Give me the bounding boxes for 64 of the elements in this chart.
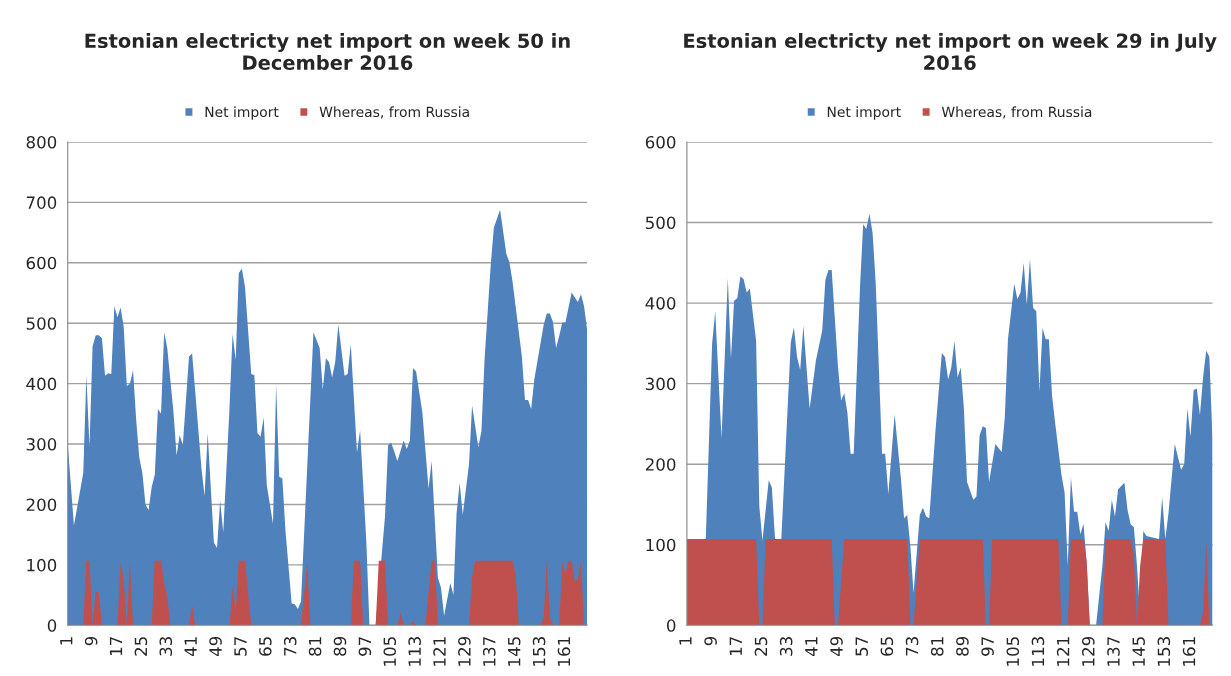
x-tick-label: 33 (779, 637, 793, 656)
x-tick-label: 105 (1006, 637, 1020, 666)
x-tick-label: 137 (482, 637, 496, 666)
x-tick-label: 153 (1157, 637, 1171, 666)
x-tick-label: 49 (209, 636, 222, 657)
x-tick-label: 97 (358, 637, 372, 656)
x-tick-label: 65 (259, 637, 272, 656)
chart-title: Estonian electricty net import on week 29 in July 2016 (684, 33, 1217, 71)
x-tick-label: 137 (1107, 637, 1120, 666)
x-tick-label: 1 (60, 637, 73, 645)
x-tick-label: 49 (830, 636, 843, 657)
x-tick-label: 25 (134, 637, 148, 656)
y-tick-label: 600 (645, 135, 676, 149)
x-tick-label: 65 (880, 637, 894, 656)
legend-label: Net import (827, 106, 901, 120)
chart-title: Estonian electricty net import on week 50 in December 2016 (85, 33, 570, 71)
x-tick-label: 81 (930, 637, 944, 656)
y-tick-label: 200 (26, 498, 57, 512)
y-tick-label: 600 (26, 256, 57, 270)
x-tick-label: 57 (855, 637, 868, 656)
x-tick-label: 145 (1132, 637, 1145, 666)
x-tick-label: 25 (754, 637, 768, 656)
x-tick-label: 57 (234, 637, 247, 656)
y-tick-label: 100 (646, 538, 676, 552)
y-tick-label: 0 (47, 619, 57, 632)
x-tick-label: 161 (1182, 637, 1196, 666)
x-tick-label: 1 (679, 637, 692, 645)
y-tick-label: 700 (26, 196, 57, 209)
x-tick-label: 89 (956, 636, 969, 656)
x-tick-label: 153 (532, 637, 546, 666)
y-tick-label: 300 (26, 438, 57, 451)
y-tick-label: 400 (26, 377, 57, 391)
x-tick-label: 81 (308, 637, 322, 656)
x-tick-label: 113 (408, 637, 421, 666)
x-tick-label: 17 (109, 637, 123, 656)
x-tick-label: 145 (508, 637, 521, 666)
x-tick-label: 41 (184, 637, 197, 657)
legend-label: Whereas, from Russia (941, 106, 1092, 119)
y-tick-label: 0 (666, 619, 676, 632)
legend-label: Whereas, from Russia (319, 106, 469, 119)
x-tick-label: 121 (1056, 637, 1070, 666)
x-tick-label: 121 (433, 637, 446, 666)
y-tick-label: 400 (645, 297, 676, 310)
x-tick-label: 161 (557, 637, 571, 666)
x-tick-label: 41 (805, 637, 818, 657)
x-tick-label: 33 (159, 637, 173, 656)
x-tick-label: 113 (1031, 637, 1045, 666)
x-tick-label: 73 (283, 637, 297, 656)
x-tick-label: 9 (84, 636, 98, 646)
x-tick-label: 89 (333, 636, 347, 656)
x-tick-label: 17 (729, 637, 742, 656)
x-tick-label: 9 (704, 636, 717, 646)
legend-label: Net import (205, 106, 279, 120)
y-tick-label: 100 (27, 558, 57, 572)
x-tick-label: 73 (905, 637, 919, 656)
y-tick-label: 200 (645, 458, 676, 471)
x-tick-label: 129 (1082, 636, 1095, 666)
y-tick-label: 300 (645, 377, 676, 391)
y-tick-label: 500 (26, 317, 57, 330)
x-tick-label: 97 (981, 637, 994, 656)
x-tick-label: 105 (383, 637, 397, 666)
x-tick-label: 129 (458, 636, 471, 666)
y-tick-label: 800 (26, 135, 57, 149)
y-tick-label: 500 (645, 216, 676, 230)
